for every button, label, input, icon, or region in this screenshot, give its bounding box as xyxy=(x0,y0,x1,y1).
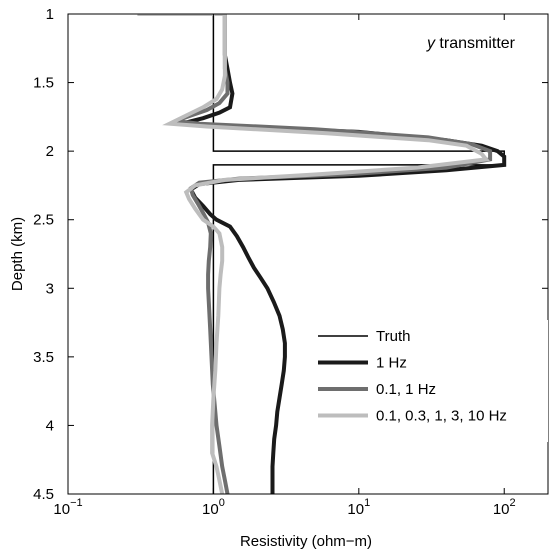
x-tick-exponent: 1 xyxy=(364,497,370,509)
x-tick-exponent: −1 xyxy=(70,497,83,509)
legend-label-2: 0.1, 1 Hz xyxy=(376,381,436,398)
x-tick-exponent: 0 xyxy=(219,497,225,509)
x-tick-label: 101 xyxy=(347,497,370,518)
legend-box xyxy=(312,320,548,442)
legend-label-0: Truth xyxy=(376,328,410,345)
y-tick-label: 2.5 xyxy=(33,212,54,229)
x-axis-label: Resistivity (ohm−m) xyxy=(240,533,372,550)
x-tick-base: 10 xyxy=(347,501,364,518)
plot-frame xyxy=(67,13,549,495)
x-tick-base: 10 xyxy=(202,501,219,518)
annotation-suffix: transmitter xyxy=(435,35,516,52)
x-tick-base: 10 xyxy=(53,501,70,518)
y-tick-label: 3.5 xyxy=(33,349,54,366)
x-tick-label: 100 xyxy=(202,497,225,518)
series-line-3 xyxy=(137,14,490,494)
x-tick-base: 10 xyxy=(493,501,510,518)
y-tick-label: 4.5 xyxy=(33,486,54,503)
annotation-prefix: y xyxy=(426,35,436,52)
transmitter-annotation: y transmitter xyxy=(426,35,516,52)
x-tick-label: 10−1 xyxy=(53,497,82,518)
legend-label-3: 0.1, 0.3, 1, 3, 10 Hz xyxy=(376,408,507,425)
legend: Truth 1 Hz 0.1, 1 Hz 0.1, 0.3, 1, 3, 10 Hz xyxy=(312,320,548,442)
y-tick-label: 4 xyxy=(46,417,54,434)
y-tick-label: 1 xyxy=(46,6,54,23)
x-tick-exponent: 2 xyxy=(510,497,516,509)
x-tick-label: 102 xyxy=(493,497,516,518)
y-tick-label: 2 xyxy=(46,143,54,160)
y-tick-label: 3 xyxy=(46,280,54,297)
y-axis-label: Depth (km) xyxy=(9,217,26,291)
y-tick-label: 1.5 xyxy=(33,75,54,92)
legend-label-1: 1 Hz xyxy=(376,355,407,372)
series-layer xyxy=(137,14,507,494)
